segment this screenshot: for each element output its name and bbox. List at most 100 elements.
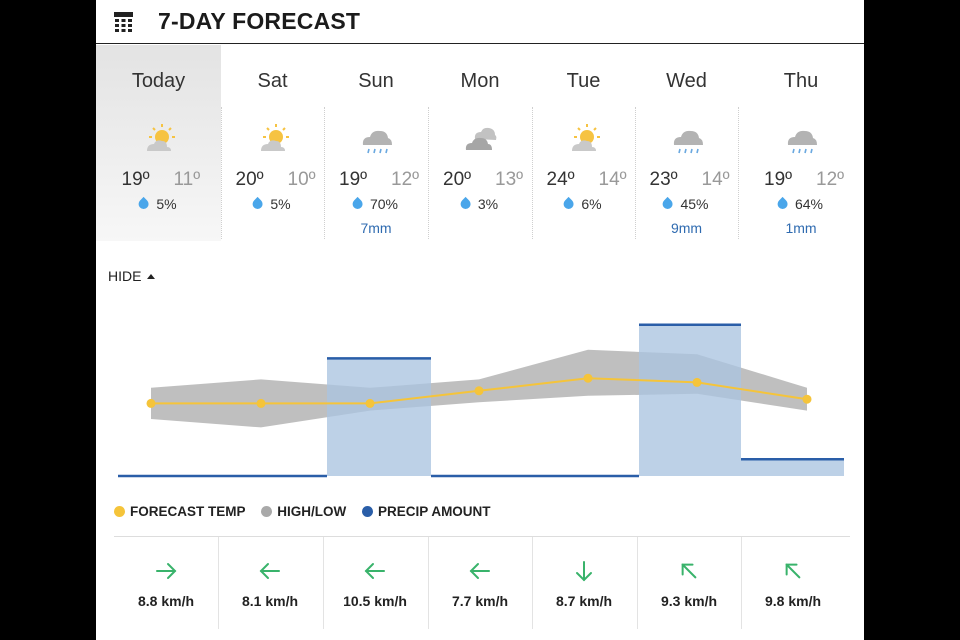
day-name: Sat bbox=[257, 70, 288, 92]
arrow-east-icon bbox=[156, 563, 177, 579]
rain-cloud-icon bbox=[787, 130, 817, 154]
day-name: Today bbox=[131, 70, 186, 92]
precip-bar bbox=[639, 324, 741, 476]
day-column-sat[interactable]: Sat 20º 10º 5% bbox=[221, 45, 324, 241]
high-temp: 20º bbox=[443, 169, 472, 190]
wind-cell: 8.7 km/h bbox=[532, 537, 636, 629]
column-divider bbox=[738, 107, 739, 239]
day-column-sun[interactable]: Sun 19º 12º 70% 7mm bbox=[324, 45, 428, 241]
arrow-northwest-icon bbox=[681, 563, 697, 579]
precip-chance-value: 64% bbox=[794, 196, 824, 212]
wind-cell: 10.5 km/h bbox=[323, 537, 427, 629]
forecast-temp-point bbox=[256, 398, 266, 408]
hide-toggle-label: HIDE bbox=[108, 268, 142, 284]
forecast-panel: 7-DAY FORECAST Today 19º 11º 5% Sat 20º 10º 5% S… bbox=[96, 0, 864, 640]
forecast-chart bbox=[118, 323, 844, 478]
wind-row: 8.8 km/h 8.1 km/h 10.5 km/h 7.7 km/h 8.7 km/… bbox=[114, 536, 850, 629]
legend-forecast-temp: FORECAST TEMP bbox=[114, 504, 246, 519]
forecast-temp-point bbox=[146, 398, 156, 408]
wind-divider bbox=[323, 537, 324, 629]
wind-divider bbox=[637, 537, 638, 629]
precip-chance-value: 45% bbox=[680, 196, 709, 212]
sun-cloud-icon bbox=[571, 124, 600, 151]
arrow-northwest-icon bbox=[785, 563, 801, 579]
arrow-west-icon bbox=[259, 563, 280, 579]
precip-chance-value: 6% bbox=[581, 196, 602, 212]
column-divider bbox=[221, 107, 222, 239]
day-column-thu[interactable]: Thu 19º 12º 64% 1mm bbox=[738, 45, 864, 241]
forecast-temp-point bbox=[474, 386, 484, 396]
day-name: Wed bbox=[666, 70, 707, 92]
chart-legend: FORECAST TEMP HIGH/LOW PRECIP AMOUNT bbox=[114, 504, 503, 519]
low-temp: 11º bbox=[173, 169, 201, 190]
precip-chance-value: 3% bbox=[477, 196, 499, 212]
day-name: Mon bbox=[460, 70, 500, 92]
caret-up-icon bbox=[147, 274, 156, 279]
legend-high-low-label: HIGH/LOW bbox=[277, 504, 347, 519]
raindrop-icon bbox=[660, 196, 676, 212]
precip-bar bbox=[327, 358, 431, 476]
precip-chance: 3% bbox=[428, 196, 532, 212]
legend-precip-amount: PRECIP AMOUNT bbox=[362, 504, 491, 519]
low-temp: 14º bbox=[598, 169, 627, 190]
forecast-temp-point bbox=[365, 398, 375, 408]
precip-chance-value: 70% bbox=[369, 196, 399, 212]
wind-divider bbox=[741, 537, 742, 629]
wind-cell: 9.8 km/h bbox=[741, 537, 845, 629]
day-column-today[interactable]: Today 19º 11º 5% bbox=[96, 45, 221, 241]
forecast-header: 7-DAY FORECAST bbox=[96, 0, 864, 44]
arrow-west-icon bbox=[364, 563, 385, 579]
wind-cell: 9.3 km/h bbox=[637, 537, 741, 629]
column-divider bbox=[324, 107, 325, 239]
legend-forecast-temp-dot bbox=[114, 506, 125, 517]
day-column-wed[interactable]: Wed 23º 14º 45% 9mm bbox=[635, 45, 738, 241]
raindrop-icon bbox=[561, 196, 577, 212]
day-column-tue[interactable]: Tue 24º 14º 6% bbox=[532, 45, 635, 241]
precip-chance: 70% bbox=[324, 196, 428, 212]
wind-speed: 8.1 km/h bbox=[241, 593, 299, 609]
precip-chance-value: 5% bbox=[270, 196, 291, 212]
raindrop-icon bbox=[350, 196, 365, 212]
low-temp: 12º bbox=[391, 169, 420, 190]
page-title: 7-DAY FORECAST bbox=[158, 8, 361, 34]
hide-chart-toggle[interactable]: HIDE bbox=[108, 268, 156, 284]
forecast-temp-point bbox=[692, 377, 702, 387]
low-temp: 10º bbox=[287, 169, 316, 190]
rain-cloud-icon bbox=[673, 130, 703, 154]
low-temp: 12º bbox=[816, 169, 845, 190]
precip-chance: 45% bbox=[635, 196, 738, 212]
precip-chance: 5% bbox=[221, 196, 324, 212]
rain-cloud-icon bbox=[362, 130, 392, 154]
high-temp: 19º bbox=[121, 169, 150, 190]
wind-speed: 9.8 km/h bbox=[764, 593, 822, 609]
legend-forecast-temp-label: FORECAST TEMP bbox=[130, 504, 246, 519]
precip-chance-value: 5% bbox=[156, 196, 177, 212]
precip-amount: 7mm bbox=[360, 220, 392, 236]
day-name: Sun bbox=[358, 70, 394, 92]
legend-high-low: HIGH/LOW bbox=[261, 504, 346, 519]
wind-divider bbox=[532, 537, 533, 629]
precip-amount: 1mm bbox=[785, 220, 817, 236]
wind-divider bbox=[428, 537, 429, 629]
column-divider bbox=[635, 107, 636, 239]
precip-chance: 64% bbox=[738, 196, 864, 212]
wind-divider bbox=[218, 537, 219, 629]
column-divider bbox=[532, 107, 533, 239]
daily-forecast-strip: Today 19º 11º 5% Sat 20º 10º 5% Sun 19º 12º 70% 7mm M… bbox=[96, 45, 864, 241]
day-name: Thu bbox=[783, 70, 819, 92]
wind-cell: 8.1 km/h bbox=[218, 537, 322, 629]
forecast-temp-point bbox=[802, 394, 812, 404]
wind-speed: 10.5 km/h bbox=[343, 593, 407, 609]
low-temp: 13º bbox=[495, 169, 524, 190]
column-divider bbox=[428, 107, 429, 239]
raindrop-icon bbox=[775, 196, 790, 212]
wind-cell: 8.8 km/h bbox=[114, 537, 218, 629]
high-temp: 19º bbox=[339, 169, 368, 190]
sun-cloud-icon bbox=[146, 124, 175, 151]
calendar-icon bbox=[114, 12, 133, 32]
legend-high-low-dot bbox=[261, 506, 273, 517]
raindrop-icon bbox=[136, 196, 152, 212]
day-column-mon[interactable]: Mon 20º 13º 3% bbox=[428, 45, 532, 241]
raindrop-icon bbox=[250, 196, 266, 212]
precip-chance: 6% bbox=[532, 196, 635, 212]
